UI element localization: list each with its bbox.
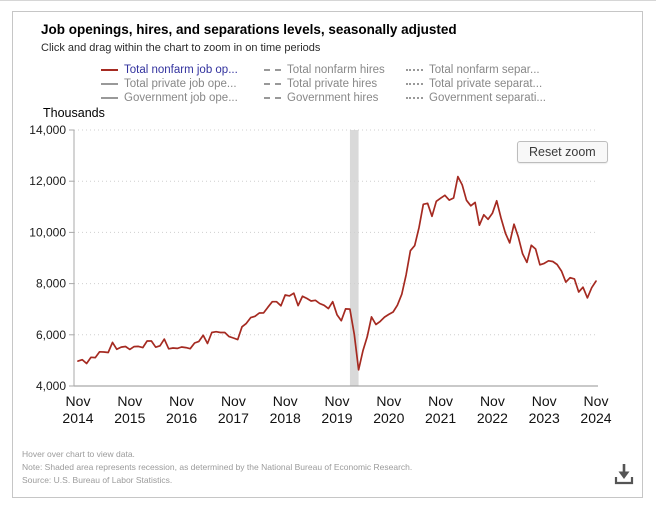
x-tick-label-year: 2024 [580,410,611,426]
legend-item[interactable]: Total private hires [264,77,385,91]
x-tick-label-month: Nov [221,393,246,409]
legend-item-label: Government hires [287,92,379,104]
reset-zoom-button[interactable]: Reset zoom [517,141,608,163]
x-tick-label-month: Nov [480,393,505,409]
chart-subtitle: Click and drag within the chart to zoom … [41,42,321,54]
series-line-marker-icon [101,83,118,85]
recession-band [349,130,359,386]
legend-item[interactable]: Total private job ope... [101,77,238,91]
y-tick-label: 14,000 [29,123,66,137]
x-tick-label-month: Nov [584,393,609,409]
x-tick-label-month: Nov [376,393,401,409]
y-tick-label: 6,000 [36,328,66,342]
series-line-marker-icon [264,69,281,71]
x-tick-label-year: 2023 [529,410,560,426]
chart-plot-area[interactable]: 4,0006,0008,00010,00012,00014,000Nov2014… [13,12,644,499]
legend-column: Total nonfarm separ... Total private sepa… [406,63,546,105]
legend-item[interactable]: Government separati... [406,91,546,105]
legend-item-label: Total nonfarm separ... [429,64,540,76]
y-axis-title: Thousands [43,106,105,120]
footnote-recession: Note: Shaded area represents recession, … [22,462,413,472]
legend-item-label: Total private separat... [429,78,543,90]
legend-item-label: Total nonfarm hires [287,64,385,76]
x-tick-label-year: 2016 [166,410,197,426]
chart-card: Job openings, hires, and separations lev… [12,11,643,498]
footnote-source: Source: U.S. Bureau of Labor Statistics. [22,475,173,485]
legend-item[interactable]: Government hires [264,91,385,105]
legend-item[interactable]: Total nonfarm hires [264,63,385,77]
x-tick-label-month: Nov [532,393,557,409]
y-tick-label: 12,000 [29,174,66,188]
chart-title: Job openings, hires, and separations lev… [41,22,457,37]
legend-item[interactable]: Total private separat... [406,77,546,91]
x-tick-label-month: Nov [117,393,142,409]
x-tick-label-year: 2014 [62,410,93,426]
y-tick-label: 10,000 [29,225,66,239]
legend-column: Total nonfarm job op... Total private job… [101,63,238,105]
legend: Total nonfarm job op... Total private job… [13,63,642,109]
y-tick-label: 4,000 [36,379,66,393]
series-line-marker-icon [101,69,118,71]
x-tick-label-month: Nov [428,393,453,409]
x-tick-label-year: 2022 [477,410,508,426]
legend-item[interactable]: Government job ope... [101,91,238,105]
x-tick-label-year: 2020 [373,410,404,426]
chart-footnotes: Hover over chart to view data. Note: Sha… [22,448,412,487]
series-line-marker-icon [264,97,281,99]
series-line-total-nonfarm-job-openings [77,175,597,371]
series-line-marker-icon [101,97,118,99]
legend-item-label: Government separati... [429,92,546,104]
series-line-marker-icon [264,83,281,85]
series-line-marker-icon [406,97,423,99]
x-tick-label-year: 2019 [321,410,352,426]
x-tick-label-month: Nov [66,393,91,409]
legend-item-label: Total private hires [287,78,378,90]
legend-item-label: Total nonfarm job op... [124,64,238,76]
legend-item[interactable]: Total nonfarm separ... [406,63,546,77]
download-icon[interactable] [609,458,639,490]
footnote-hover: Hover over chart to view data. [22,449,135,459]
legend-item[interactable]: Total nonfarm job op... [101,63,238,77]
x-tick-label-year: 2021 [425,410,456,426]
legend-column: Total nonfarm hires Total private hires Go… [264,63,385,105]
legend-item-label: Government job ope... [124,92,238,104]
x-tick-label-month: Nov [273,393,298,409]
legend-item-label: Total private job ope... [124,78,237,90]
x-tick-label-year: 2015 [114,410,145,426]
x-tick-label-year: 2017 [218,410,249,426]
series-line-marker-icon [406,83,423,85]
x-tick-label-year: 2018 [270,410,301,426]
x-tick-label-month: Nov [325,393,350,409]
y-tick-label: 8,000 [36,277,66,291]
series-line-marker-icon [406,69,423,71]
x-tick-label-month: Nov [169,393,194,409]
